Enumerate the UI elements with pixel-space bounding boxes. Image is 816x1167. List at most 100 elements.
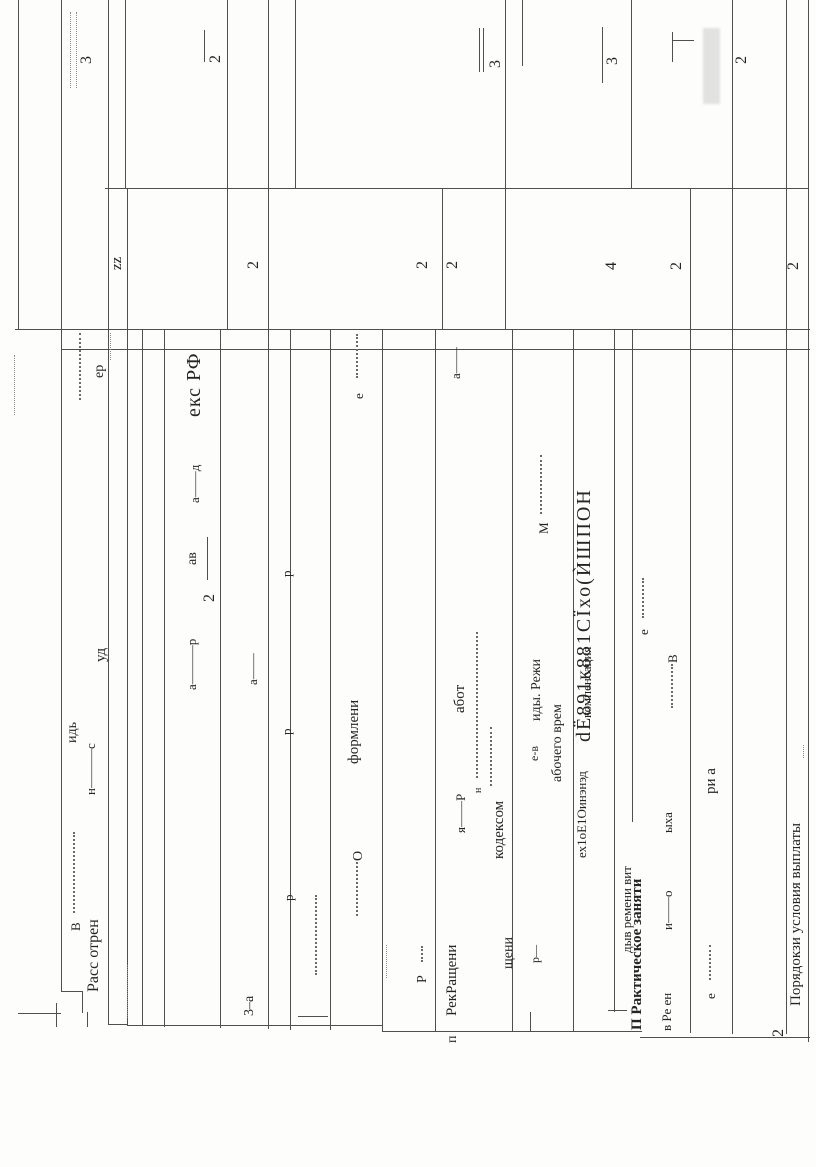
text-fragment: О (351, 850, 366, 861)
text-fragment: компенсация (579, 646, 594, 718)
cell-number: 2 (414, 261, 431, 269)
table-rule (512, 330, 513, 1032)
table-rule (18, 1013, 61, 1014)
table-rule (505, 0, 506, 330)
table-rule (125, 0, 126, 188)
table-rule (61, 991, 82, 992)
cell-number: 3 (487, 60, 504, 68)
table-rule (608, 1010, 627, 1011)
table-rule (61, 0, 62, 991)
table-rule (435, 330, 436, 1031)
text-fragment: идь (65, 722, 80, 743)
dash-mark (207, 537, 208, 580)
text-fragment: а———р (184, 638, 199, 690)
table-rule (127, 188, 128, 1026)
faded-text-trail (315, 895, 317, 975)
text-fragment: ыха (660, 812, 675, 833)
faded-text-trail (642, 578, 644, 618)
table-rule (15, 329, 810, 330)
table-rule (298, 1016, 328, 1017)
table-rule (164, 330, 165, 1027)
table-rule (290, 330, 291, 1030)
table-rule (227, 0, 228, 330)
cell-number: zz (109, 256, 125, 270)
overline-mark (204, 30, 205, 62)
faded-text-trail (356, 862, 358, 916)
text-fragment: ри а (703, 768, 719, 794)
bracket-mark (672, 32, 673, 62)
row-title-fragment: Порядокзи условия выплаты (788, 822, 804, 1006)
text-fragment: В (665, 654, 680, 663)
text-fragment: я——Р (453, 793, 468, 833)
text-fragment: щени (501, 937, 516, 969)
text-fragment: п (445, 1035, 460, 1044)
text-fragment: а——д (187, 464, 202, 503)
text-fragment: М (536, 522, 551, 534)
faded-text-trail (803, 745, 804, 758)
table-rule (632, 330, 633, 822)
faded-text-trail (110, 333, 111, 360)
overline-mark (483, 28, 484, 72)
bracket-mark (672, 40, 694, 41)
text-fragment: е (703, 993, 718, 999)
table-rule (18, 0, 19, 330)
table-rule (732, 0, 733, 1034)
table-rule (105, 188, 808, 189)
tick-mark (56, 1003, 57, 1027)
illegible-marginalia (76, 12, 77, 88)
text-fragment: н———с (83, 743, 98, 795)
text-fragment: ав (185, 552, 200, 565)
table-rule (808, 0, 809, 1042)
text-fragment: р (281, 894, 296, 902)
table-rule (295, 0, 296, 188)
table-rule (82, 991, 83, 1013)
table-rule (640, 1037, 810, 1038)
text-fragment: а—— (245, 653, 260, 685)
cell-number: 3 (604, 57, 621, 65)
cell-number: 2 (733, 56, 750, 64)
illegible-marginalia (70, 12, 71, 88)
text-fragment: н (473, 787, 484, 793)
row-title-fragment: РекРащени (444, 944, 460, 1016)
text-fragment: В (68, 922, 83, 931)
text-fragment: Расс отрен (85, 919, 102, 992)
table-rule (690, 188, 691, 1033)
table-rule (108, 0, 109, 1024)
faded-text-trail (490, 727, 492, 786)
table-rule (108, 1024, 127, 1025)
table-rule (330, 330, 331, 1030)
text-fragment: ер (92, 364, 107, 378)
table-rule (573, 330, 574, 1032)
text-fragment: е (351, 393, 366, 399)
tick-mark (87, 1012, 88, 1027)
cell-number: 2 (770, 1029, 787, 1037)
faded-text-trail (127, 965, 128, 1018)
text-fragment: в Ре ен (659, 992, 674, 1031)
row-title-fragment: П Рактическое заняти (629, 878, 645, 1030)
cell-number: 2 (207, 55, 224, 63)
table-rule (614, 330, 615, 1012)
erased-smudge (703, 28, 720, 104)
text-fragment: е (636, 629, 651, 635)
text-fragment: 3–а (242, 995, 257, 1016)
table-rule (220, 330, 221, 1028)
faded-text-trail (79, 333, 81, 400)
cell-number: 2 (668, 262, 685, 270)
table-rule (442, 188, 443, 330)
faded-text-trail (540, 455, 542, 514)
table-rule (127, 1025, 382, 1026)
table-rule (631, 0, 632, 188)
text-fragment: абочего врем (550, 704, 565, 782)
illegible-marginalia (14, 355, 15, 415)
cell-number: 2 (444, 261, 461, 269)
cell-number: 2 (201, 594, 218, 602)
faded-text-trail (421, 946, 423, 962)
faded-text-trail (476, 632, 478, 778)
overline-mark (479, 28, 480, 72)
text-fragment: екс РФ (183, 352, 205, 417)
overline-mark (602, 27, 603, 83)
text-fragment: иды. Режи (529, 658, 544, 721)
text-fragment: р (279, 570, 294, 578)
text-fragment: Р (415, 975, 430, 983)
